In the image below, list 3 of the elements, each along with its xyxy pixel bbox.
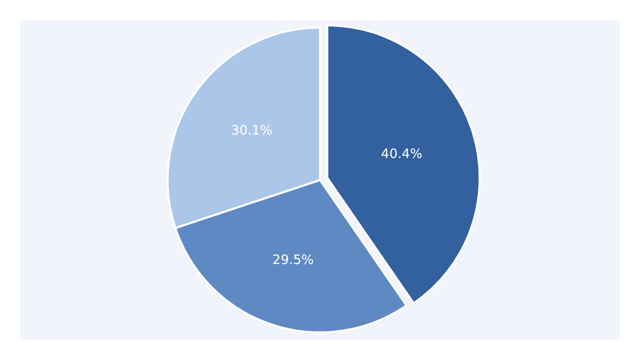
data-label: 30.1% [231,123,272,138]
data-label: 40.4% [381,147,422,162]
data-label: 29.5% [272,252,314,268]
